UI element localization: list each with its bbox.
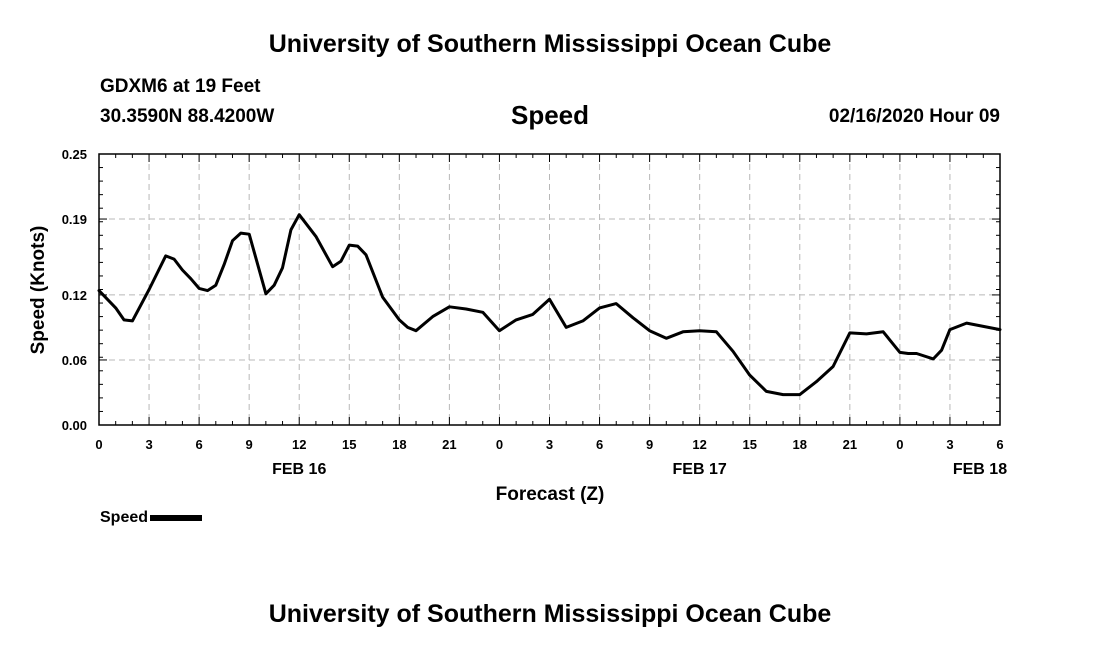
- y-axis-title: Speed (Knots): [28, 226, 49, 355]
- chart-title: Speed: [510, 100, 590, 130]
- x-tick-label: 9: [246, 437, 253, 452]
- series-layer: [97, 213, 1002, 397]
- date-label: FEB 18: [953, 461, 1007, 478]
- x-tick-label: 18: [392, 437, 406, 452]
- y-tick-label: 0.12: [62, 288, 87, 303]
- x-tick-label: 3: [145, 437, 152, 452]
- x-tick-label: 12: [292, 437, 306, 452]
- speed-series-line: [97, 213, 1002, 397]
- y-tick-label: 0.19: [62, 212, 87, 227]
- x-tick-label: 21: [442, 437, 456, 452]
- x-tick-label: 12: [692, 437, 706, 452]
- axis-ticks: [98, 153, 1001, 426]
- x-tick-label: 18: [793, 437, 807, 452]
- y-tick-label: 0.25: [62, 147, 87, 162]
- tick-labels: 0 3 6 9 12 15 18 21 0 3 6 9 12 15 18 21 0 3 6 0.00 0.06 0.12 0…: [62, 147, 1008, 478]
- legend-label: Speed: [100, 509, 149, 526]
- x-tick-label: 21: [843, 437, 857, 452]
- x-tick-label: 6: [195, 437, 202, 452]
- date-label: FEB 17: [673, 461, 727, 478]
- x-tick-label: 15: [342, 437, 356, 452]
- x-tick-label: 9: [646, 437, 653, 452]
- x-axis-title: Forecast (Z): [496, 484, 605, 505]
- legend: Speed: [100, 509, 203, 527]
- y-tick-label: 0.06: [62, 353, 87, 368]
- timestamp-label: 02/16/2020 Hour 09: [828, 106, 1000, 127]
- station-label: GDXM6 at 19 Feet: [100, 76, 261, 97]
- x-tick-label: 0: [496, 437, 503, 452]
- page-title: University of Southern Mississippi Ocean…: [268, 30, 832, 58]
- x-tick-label: 6: [996, 437, 1003, 452]
- x-tick-label: 15: [742, 437, 756, 452]
- x-tick-label: 0: [896, 437, 903, 452]
- legend-swatch: [150, 514, 203, 521]
- x-tick-label: 3: [946, 437, 953, 452]
- x-tick-label: 0: [95, 437, 102, 452]
- grid-layer: [99, 154, 1000, 425]
- coordinates-label: 30.3590N 88.4200W: [100, 106, 275, 127]
- footer-title: University of Southern Mississippi Ocean…: [268, 600, 832, 628]
- date-label: FEB 16: [272, 461, 326, 478]
- y-tick-label: 0.00: [62, 418, 87, 433]
- x-tick-label: 3: [546, 437, 553, 452]
- x-tick-label: 6: [596, 437, 603, 452]
